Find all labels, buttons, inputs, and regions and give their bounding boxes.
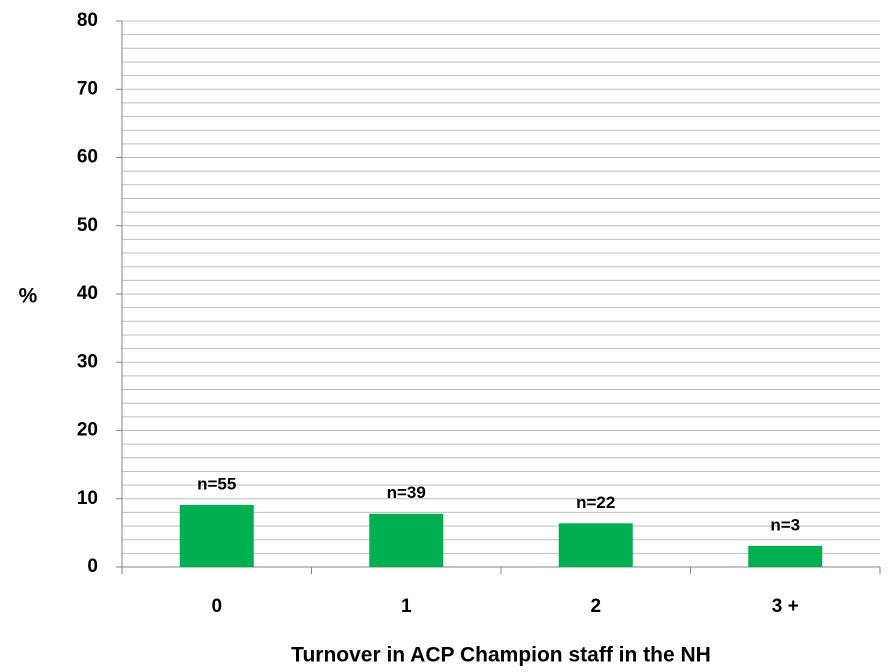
y-tick-label: 10 xyxy=(77,488,98,509)
y-tick-label: 80 xyxy=(77,10,98,31)
y-tick-label: 70 xyxy=(77,78,98,99)
y-tick-label: 40 xyxy=(77,283,98,304)
y-tick-label: 20 xyxy=(77,420,98,441)
y-tick-label: 30 xyxy=(77,351,98,372)
bar xyxy=(748,545,823,567)
x-tick-label: 0 xyxy=(211,596,222,617)
x-tick-label: 1 xyxy=(401,596,412,617)
x-tick-label: 2 xyxy=(590,596,601,617)
y-tick-label: 0 xyxy=(87,556,98,577)
bar-annotation: n=3 xyxy=(770,515,800,534)
bar xyxy=(179,504,254,567)
y-tick-label: 60 xyxy=(77,147,98,168)
bar-annotation: n=22 xyxy=(576,493,615,512)
y-tick-label: 50 xyxy=(77,215,98,236)
bar xyxy=(558,523,633,567)
bar-annotation: n=39 xyxy=(387,483,426,502)
x-tick-label: 3 + xyxy=(772,596,799,617)
bar-annotation: n=55 xyxy=(197,474,236,493)
x-axis-label: Turnover in ACP Champion staff in the NH xyxy=(291,644,711,667)
bar xyxy=(369,513,444,567)
y-axis-label: % xyxy=(19,285,38,308)
